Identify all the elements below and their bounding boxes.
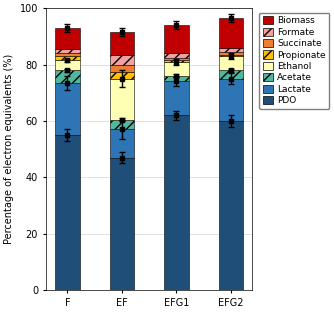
Y-axis label: Percentage of electron equivalents (%): Percentage of electron equivalents (%)	[4, 54, 14, 244]
Bar	[55, 60, 79, 70]
Bar	[218, 70, 243, 79]
Bar	[55, 28, 79, 49]
Bar	[218, 56, 243, 70]
Bar	[110, 158, 134, 290]
Bar	[55, 83, 79, 135]
Bar	[164, 57, 189, 60]
Bar	[55, 49, 79, 53]
Bar	[218, 55, 243, 56]
Bar	[218, 48, 243, 52]
Bar	[55, 53, 79, 56]
Bar	[218, 52, 243, 55]
Bar	[110, 129, 134, 158]
Legend: Biomass, Formate, Succinate, Propionate, Ethanol, Acetate, Lactate, PDO: Biomass, Formate, Succinate, Propionate,…	[259, 13, 329, 109]
Bar	[110, 72, 134, 79]
Bar	[110, 65, 134, 72]
Bar	[164, 76, 189, 81]
Bar	[110, 55, 134, 65]
Bar	[164, 62, 189, 76]
Bar	[218, 121, 243, 290]
Bar	[218, 18, 243, 48]
Bar	[218, 79, 243, 121]
Bar	[164, 53, 189, 57]
Bar	[164, 115, 189, 290]
Bar	[55, 135, 79, 290]
Bar	[164, 81, 189, 115]
Bar	[110, 119, 134, 129]
Bar	[110, 32, 134, 55]
Bar	[55, 56, 79, 60]
Bar	[110, 79, 134, 119]
Bar	[164, 25, 189, 53]
Bar	[55, 70, 79, 83]
Bar	[164, 60, 189, 62]
